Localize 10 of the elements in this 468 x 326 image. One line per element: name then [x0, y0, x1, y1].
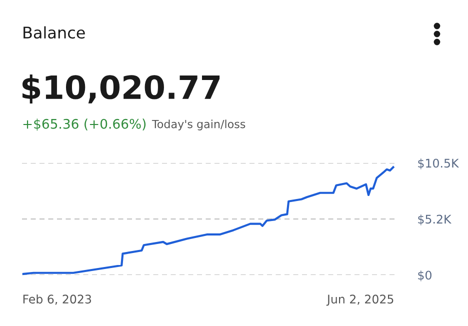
- text: +$65.36 (+0.66%): [23, 118, 146, 131]
- text: Today's gain/loss: [152, 120, 246, 130]
- x-tick-label: Jun 2, 2025: [326, 294, 394, 306]
- x-tick-label: Feb 6, 2023: [23, 294, 92, 305]
- line-series: [22, 166, 394, 275]
- chart-subtitle: $10,020.77: [22, 74, 220, 104]
- y-tick-label: $5.2K: [418, 214, 452, 226]
- chart-title: Balance: [24, 26, 85, 39]
- y-tick-label: $0: [418, 270, 432, 282]
- y-tick-label: $10.5K: [418, 158, 460, 170]
